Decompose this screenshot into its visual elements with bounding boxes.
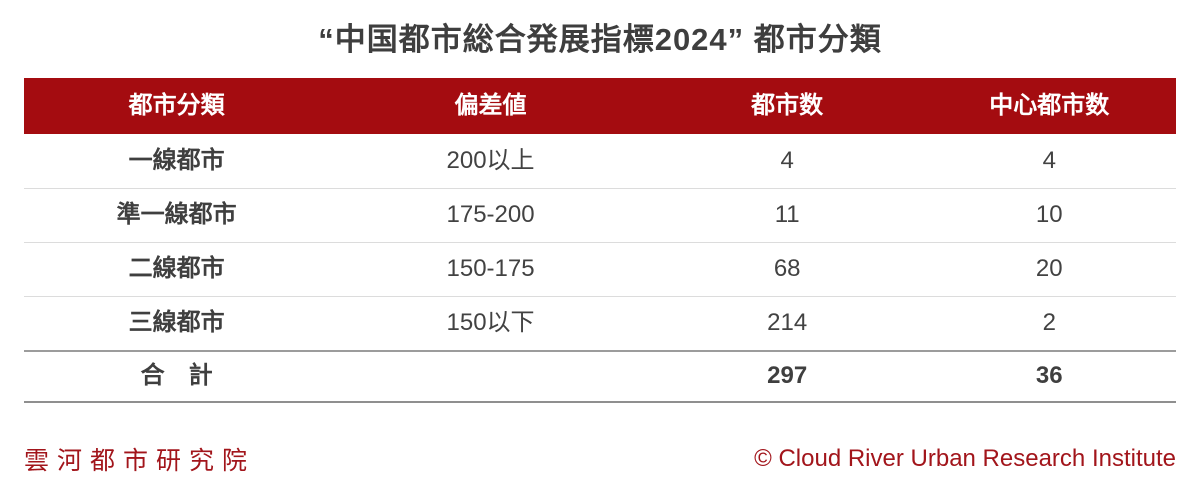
cell-city-count: 4 <box>780 146 794 174</box>
cell-deviation: 150-175 <box>446 255 535 283</box>
cell-central-city-count: 4 <box>1042 146 1056 174</box>
cell-deviation: 200以上 <box>446 146 535 174</box>
cell-category: 二線都市 <box>128 255 225 283</box>
table-row-tier3: 三線都市 150以下 214 2 <box>24 296 1176 350</box>
column-header-city-count: 都市数 <box>751 91 824 119</box>
cell-total-label: 合 計 <box>140 362 213 390</box>
footer-institute-jp: 雲河都市研究院 <box>24 447 256 475</box>
footer-copyright-en: © Cloud River Urban Research Institute <box>754 445 1176 472</box>
cell-city-count: 214 <box>767 309 808 337</box>
table-total-row: 合 計 297 36 <box>24 350 1176 403</box>
table-row-tier1: 一線都市 200以上 4 4 <box>24 134 1176 188</box>
cell-category: 一線都市 <box>128 146 225 174</box>
page-title: “中国都市総合発展指標2024” 都市分類 <box>318 22 882 57</box>
cell-category: 準一線都市 <box>116 201 237 229</box>
footer: 雲河都市研究院 © Cloud River Urban Research Ins… <box>24 441 1176 477</box>
column-header-category: 都市分類 <box>128 91 225 119</box>
cell-city-count: 11 <box>774 201 800 229</box>
table-row-tier2: 二線都市 150-175 68 20 <box>24 242 1176 296</box>
cell-deviation: 175-200 <box>446 201 535 229</box>
cell-total-central-city-count: 36 <box>1035 362 1063 390</box>
city-classification-table: 都市分類 偏差値 都市数 中心都市数 一線都市 200以上 4 4 準一線都市 … <box>24 78 1176 403</box>
cell-central-city-count: 2 <box>1042 309 1056 337</box>
cell-deviation: 150以下 <box>446 309 535 337</box>
column-header-deviation: 偏差値 <box>454 91 527 119</box>
table-row-semi-tier1: 準一線都市 175-200 11 10 <box>24 188 1176 242</box>
cell-central-city-count: 10 <box>1035 201 1063 229</box>
cell-category: 三線都市 <box>128 309 225 337</box>
table-header-row: 都市分類 偏差値 都市数 中心都市数 <box>24 78 1176 134</box>
cell-central-city-count: 20 <box>1035 255 1063 283</box>
column-header-central-city-count: 中心都市数 <box>989 91 1110 119</box>
cell-city-count: 68 <box>773 255 801 283</box>
cell-total-city-count: 297 <box>767 362 808 390</box>
